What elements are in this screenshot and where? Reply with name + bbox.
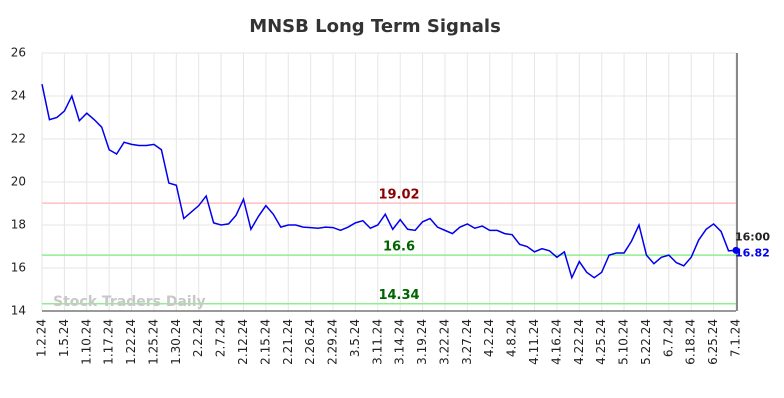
x-tick-label: 3.19.24 bbox=[415, 319, 429, 365]
last-value: 16.82 bbox=[735, 246, 770, 259]
y-tick-label: 16 bbox=[11, 261, 26, 275]
chart-title: MNSB Long Term Signals bbox=[249, 16, 501, 37]
x-tick-label: 1.22.24 bbox=[124, 319, 138, 365]
last-time: 16:00 bbox=[735, 230, 770, 243]
x-tick-label: 4.8.24 bbox=[505, 319, 519, 357]
x-tick-label: 3.14.24 bbox=[393, 319, 407, 365]
signal-label: 19.02 bbox=[378, 188, 419, 203]
y-tick-label: 20 bbox=[11, 175, 26, 189]
x-tick-label: 2.29.24 bbox=[326, 319, 340, 365]
x-tick-label: 3.5.24 bbox=[348, 319, 362, 357]
x-tick-label: 4.2.24 bbox=[482, 319, 496, 357]
x-tick-label: 4.22.24 bbox=[572, 319, 586, 365]
x-tick-label: 6.7.24 bbox=[661, 319, 675, 357]
x-tick-label: 2.26.24 bbox=[303, 319, 317, 365]
x-tick-label: 4.11.24 bbox=[527, 319, 541, 365]
x-tick-label: 2.2.24 bbox=[191, 319, 205, 357]
x-tick-label: 3.22.24 bbox=[437, 319, 451, 365]
x-tick-label: 2.12.24 bbox=[236, 319, 250, 365]
x-tick-label: 1.2.24 bbox=[35, 319, 49, 357]
x-tick-label: 1.25.24 bbox=[146, 319, 160, 365]
x-tick-label: 6.25.24 bbox=[706, 319, 720, 365]
x-tick-label: 7.1.24 bbox=[729, 319, 743, 357]
x-tick-label: 2.7.24 bbox=[214, 319, 228, 357]
x-tick-label: 5.22.24 bbox=[639, 319, 653, 365]
x-tick-label: 4.25.24 bbox=[594, 319, 608, 365]
x-tick-label: 3.27.24 bbox=[460, 319, 474, 365]
watermark: Stock Traders Daily bbox=[53, 294, 206, 310]
x-tick-label: 4.16.24 bbox=[549, 319, 563, 365]
x-tick-label: 2.21.24 bbox=[281, 319, 295, 365]
y-tick-label: 18 bbox=[11, 218, 26, 232]
x-tick-label: 5.10.24 bbox=[617, 319, 631, 365]
signal-label: 14.34 bbox=[378, 288, 419, 303]
x-tick-label: 1.10.24 bbox=[79, 319, 93, 365]
x-tick-label: 3.11.24 bbox=[370, 319, 384, 365]
price-line bbox=[41, 84, 737, 280]
y-tick-label: 26 bbox=[11, 46, 26, 60]
y-tick-label: 14 bbox=[11, 304, 26, 318]
y-tick-label: 24 bbox=[11, 89, 26, 103]
last-point bbox=[732, 246, 740, 254]
x-tick-label: 1.5.24 bbox=[57, 319, 71, 357]
y-tick-label: 22 bbox=[11, 132, 26, 146]
x-tick-label: 6.18.24 bbox=[684, 319, 698, 365]
signal-label: 16.6 bbox=[383, 240, 415, 255]
x-tick-label: 1.17.24 bbox=[102, 319, 116, 365]
x-tick-label: 1.30.24 bbox=[169, 319, 183, 365]
x-tick-label: 2.15.24 bbox=[258, 319, 272, 365]
